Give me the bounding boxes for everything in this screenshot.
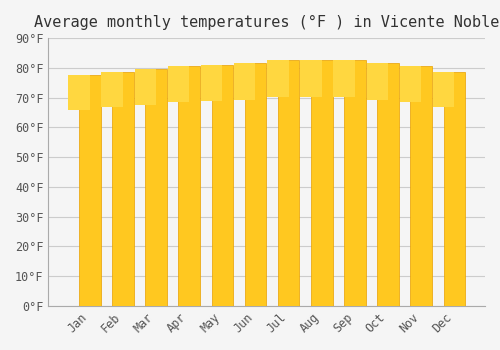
- Bar: [212, 65, 233, 306]
- Bar: [178, 66, 200, 306]
- Bar: [201, 65, 222, 101]
- Bar: [433, 72, 454, 107]
- Bar: [344, 61, 366, 306]
- Bar: [234, 63, 256, 100]
- Bar: [244, 63, 266, 306]
- Bar: [102, 72, 123, 107]
- Bar: [79, 75, 100, 306]
- Bar: [112, 72, 134, 306]
- Title: Average monthly temperatures (°F ) in Vicente Noble: Average monthly temperatures (°F ) in Vi…: [34, 15, 500, 30]
- Bar: [278, 61, 299, 306]
- Bar: [168, 66, 189, 102]
- Bar: [378, 63, 399, 306]
- Bar: [267, 61, 288, 97]
- Bar: [400, 66, 421, 102]
- Bar: [334, 61, 355, 97]
- Bar: [300, 61, 322, 97]
- Bar: [444, 72, 465, 306]
- Bar: [410, 66, 432, 306]
- Bar: [366, 63, 388, 100]
- Bar: [134, 69, 156, 105]
- Bar: [146, 69, 167, 306]
- Bar: [68, 75, 90, 110]
- Bar: [311, 61, 332, 306]
